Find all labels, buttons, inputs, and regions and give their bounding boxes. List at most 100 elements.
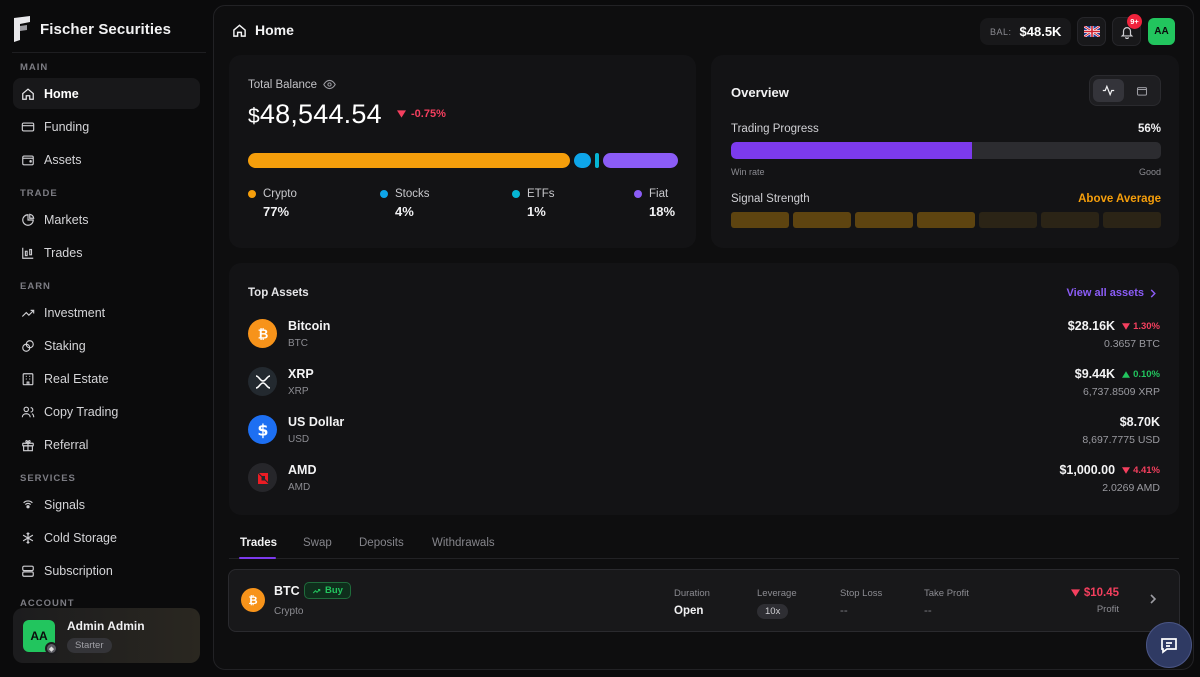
asset-row-xrp[interactable]: XRP XRP $9.44K 0.10% 6,737.8509 XRP (248, 364, 1160, 400)
svg-text:₿: ₿ (248, 593, 257, 607)
account-card[interactable]: AA ◆ Admin Admin Starter (13, 608, 200, 663)
page-title-text: Home (255, 22, 294, 38)
asset-change: 1.30% (1122, 321, 1160, 332)
users-icon (21, 406, 35, 417)
activity-tabs: Trades Swap Deposits Withdrawals (229, 529, 1179, 559)
sidebar-item-label: Staking (44, 338, 86, 353)
signal-strength-label: Signal Strength (731, 193, 810, 205)
stop-loss-value: -- (840, 605, 848, 617)
progress-min-label: Win rate (731, 167, 765, 177)
sidebar-item-funding[interactable]: Funding (13, 111, 200, 142)
asset-value: $1,000.00 4.41% (1059, 463, 1160, 477)
trading-progress-label: Trading Progress (731, 123, 819, 135)
svg-text:$: $ (257, 421, 268, 439)
user-avatar-button[interactable]: AA (1148, 18, 1175, 45)
wallet-icon (1136, 86, 1147, 96)
card-icon (21, 121, 35, 132)
total-balance-card: Total Balance $48,544.54 -0.75% Crypto 7… (229, 55, 696, 248)
sidebar-item-label: Cold Storage (44, 530, 117, 545)
sidebar-item-real-estate[interactable]: Real Estate (13, 363, 200, 394)
sidebar-item-label: Real Estate (44, 371, 109, 386)
sidebar-item-referral[interactable]: Referral (13, 429, 200, 460)
total-balance-label-text: Total Balance (248, 78, 318, 91)
activity-view-button[interactable] (1093, 79, 1124, 102)
duration-value: Open (674, 605, 704, 617)
tab-withdrawals[interactable]: Withdrawals (432, 537, 495, 549)
asset-amount: 6,737.8509 XRP (1082, 386, 1160, 398)
allocation-segment-stocks (573, 153, 591, 168)
balance-value: 48,544.54 (259, 99, 382, 129)
language-button[interactable] (1077, 17, 1106, 46)
sidebar-item-home[interactable]: Home (13, 78, 200, 109)
eye-icon[interactable] (323, 78, 336, 91)
asset-row-us-dollar[interactable]: $ US Dollar USD $8.70K 8,697.7775 USD (248, 412, 1160, 448)
sidebar-item-markets[interactable]: Markets (13, 204, 200, 235)
plan-badge: Starter (67, 638, 112, 653)
trade-stop-loss: Stop Loss -- (840, 588, 882, 617)
trend-up-icon (312, 588, 321, 593)
brand[interactable]: Fischer Securities (12, 16, 171, 42)
trade-category: Crypto (274, 606, 304, 617)
chat-button[interactable] (1146, 622, 1192, 668)
sidebar-item-copy-trading[interactable]: Copy Trading (13, 396, 200, 427)
sidebar-item-cold-storage[interactable]: Cold Storage (13, 522, 200, 553)
trade-row[interactable]: ₿ BTC Buy Crypto Duration Open Leverage … (228, 569, 1180, 632)
signal-segment (979, 212, 1037, 228)
asset-row-bitcoin[interactable]: ₿ Bitcoin BTC $28.16K 1.30% 0.3657 BTC (248, 316, 1160, 352)
home-icon (22, 87, 34, 100)
triangle-up-icon (1122, 370, 1131, 378)
sidebar-item-trades[interactable]: Trades (13, 237, 200, 268)
sidebar-item-staking[interactable]: Staking (13, 330, 200, 361)
avatar: AA (23, 620, 55, 652)
sidebar-item-subscription[interactable]: Subscription (13, 555, 200, 586)
amd-icon (248, 463, 277, 492)
account-name: Admin Admin (67, 619, 145, 633)
sidebar-item-assets[interactable]: Assets (13, 144, 200, 175)
gift-icon (22, 439, 34, 451)
bitcoin-icon: ₿ (248, 319, 277, 348)
sidebar-item-investment[interactable]: Investment (13, 297, 200, 328)
asset-name: US Dollar (288, 415, 345, 429)
triangle-down-icon (1070, 589, 1080, 597)
trading-progress-fill (731, 142, 972, 159)
asset-row-amd[interactable]: AMD AMD $1,000.00 4.41% 2.0269 AMD (248, 460, 1160, 496)
trade-profit: $10.45 Profit (1070, 587, 1119, 615)
sidebar-item-label: Markets (44, 212, 89, 227)
section-label-account: ACCOUNT (20, 598, 75, 609)
wallet-view-button[interactable] (1126, 79, 1157, 102)
tab-deposits[interactable]: Deposits (359, 537, 404, 549)
section-label-trade: TRADE (20, 188, 58, 199)
sidebar-item-label: Trades (44, 245, 83, 260)
tab-trades[interactable]: Trades (240, 537, 278, 549)
section-label-earn: EARN (20, 281, 51, 292)
balance-change-value: -0.75% (411, 108, 446, 120)
sidebar-item-signals[interactable]: Signals (13, 489, 200, 520)
chevron-right-icon (1150, 288, 1156, 298)
notifications-button[interactable]: 9+ (1112, 14, 1142, 46)
trading-progress-bar (731, 142, 1161, 159)
tab-swap[interactable]: Swap (303, 537, 332, 549)
asset-amount: 0.3657 BTC (1103, 338, 1160, 350)
trade-type-label: Buy (325, 585, 343, 596)
view-all-assets-link[interactable]: View all assets (1067, 287, 1157, 299)
view-all-label: View all assets (1066, 287, 1144, 299)
asset-value-text: $8.70K (1119, 415, 1160, 429)
legend-etfs: ETFs 1% (512, 188, 554, 219)
balance-pill-value: $48.5K (1019, 24, 1062, 39)
wallet-icon (22, 154, 34, 165)
sidebar-item-label: Copy Trading (44, 404, 119, 419)
take-profit-label: Take Profit (924, 588, 969, 599)
chevron-right-icon[interactable] (1149, 592, 1157, 610)
page-title: Home (232, 22, 294, 38)
legend-dot (248, 190, 256, 198)
trade-duration: Duration Open (674, 588, 710, 617)
legend-dot (512, 190, 520, 198)
asset-symbol: USD (288, 434, 310, 445)
asset-change: 4.41% (1122, 465, 1160, 476)
signal-segment (793, 212, 851, 228)
legend-label: ETFs (527, 188, 555, 200)
legend-label: Fiat (649, 188, 669, 200)
balance-pill[interactable]: BAL: $48.5K (980, 18, 1072, 45)
leverage-label: Leverage (757, 588, 797, 599)
divider (12, 52, 206, 53)
